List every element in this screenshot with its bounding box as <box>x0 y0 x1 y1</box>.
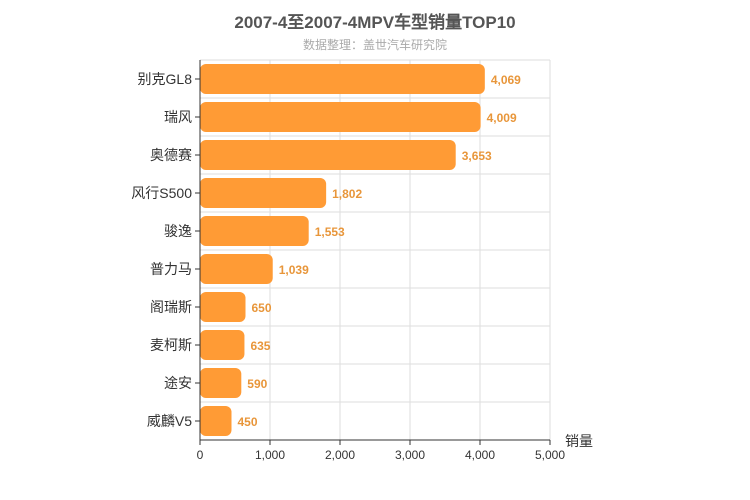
bars: 4,069 4,009 3,653 1,802 1,553 1,039 650 635 590 4… <box>200 64 521 436</box>
x-tick-label: 3,000 <box>395 448 425 462</box>
x-tick-label: 4,000 <box>465 448 495 462</box>
y-tick-label: 骏逸 <box>164 223 192 239</box>
bar <box>200 178 327 208</box>
x-tick-label: 0 <box>197 448 204 462</box>
data-label: 1,553 <box>315 225 345 239</box>
bar <box>200 406 232 436</box>
y-tick-label: 奥德赛 <box>150 147 192 163</box>
bar <box>200 330 245 360</box>
data-label: 590 <box>247 377 267 391</box>
x-tick-label: 2,000 <box>325 448 355 462</box>
data-label: 1,039 <box>279 263 309 277</box>
data-label: 4,009 <box>487 111 517 125</box>
y-tick-label: 瑞风 <box>164 109 192 125</box>
grid-lines <box>200 59 551 440</box>
chart-title: 2007-4至2007-4MPV车型销量TOP10 <box>234 13 516 32</box>
x-axis-label: 销量 <box>565 433 593 449</box>
data-label: 1,802 <box>332 187 362 201</box>
data-label: 635 <box>250 339 270 353</box>
data-label: 3,653 <box>462 149 492 163</box>
y-tick-label: 别克GL8 <box>138 71 193 87</box>
y-tick-label: 威麟V5 <box>147 413 192 429</box>
y-tick-label: 普力马 <box>150 261 192 277</box>
bar <box>200 140 456 170</box>
bar <box>200 102 481 132</box>
x-tick-label: 1,000 <box>255 448 285 462</box>
bar <box>200 254 273 284</box>
bar <box>200 216 309 246</box>
bar <box>200 64 485 94</box>
y-tick-label: 途安 <box>164 375 192 391</box>
bar <box>200 368 242 398</box>
axes: 0 1,000 2,000 3,000 4,000 5,000 别克GL8 瑞风奥德赛风行S5… <box>131 60 565 462</box>
x-tick-label: 5,000 <box>535 448 565 462</box>
data-label: 4,069 <box>491 73 521 87</box>
y-tick-label: 风行S500 <box>131 185 192 201</box>
chart-subtitle: 数据整理：盖世汽车研究院 <box>302 38 447 52</box>
y-tick-label: 麦柯斯 <box>150 337 192 353</box>
y-tick-label: 阁瑞斯 <box>150 299 192 315</box>
data-label: 450 <box>238 415 258 429</box>
data-label: 650 <box>252 301 272 315</box>
bar <box>200 292 246 322</box>
